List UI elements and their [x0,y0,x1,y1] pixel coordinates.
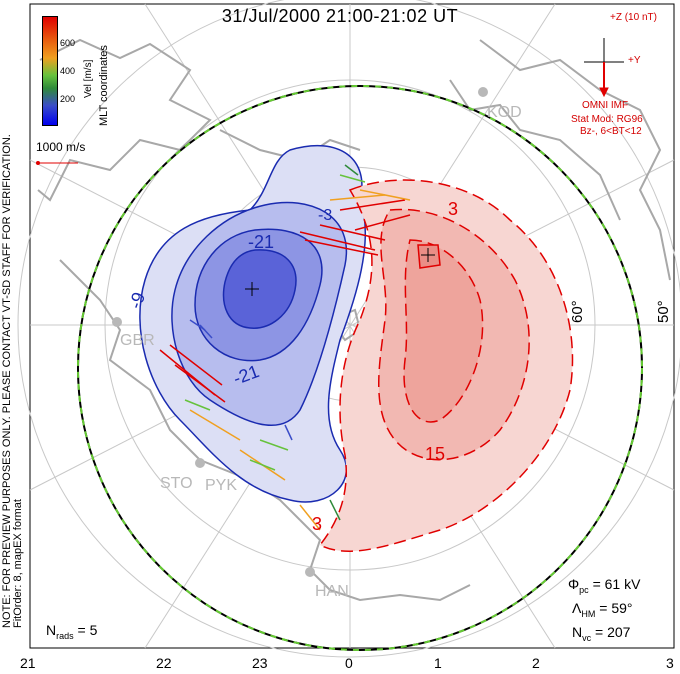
vector [354,214,411,231]
lat-circle-50 [17,0,680,658]
latitude-label: 60° [569,300,586,323]
coast-2 [479,39,671,281]
station-marker-gbr [112,317,122,327]
hm-boundary [77,85,643,651]
mlt-axis-label: 1 [434,655,442,671]
colorbar-axis-label: Vel [m/s] [83,59,94,98]
vector [339,174,366,183]
imf-z-label: +Z (10 nT) [610,12,657,23]
vector [339,199,406,211]
map-title: 31/Jul/2000 21:00-21:02 UT [221,6,459,26]
imf-arrow-icon [599,87,609,98]
coast-5 [299,519,471,602]
mlt-axis-label: 3 [666,655,674,671]
vector [184,399,211,411]
mlt-axis-label: 21 [20,655,36,671]
contour-label: 3 [448,199,458,219]
vector [249,459,276,471]
colorbar-tick: 200 [60,94,76,104]
contour-label: -9 [125,289,149,311]
lambda-hm-stat: ΛHM = 59° [572,600,633,619]
contour-pos-3 [403,239,484,423]
vector [304,239,379,256]
station-label: HAN [315,583,349,600]
vector-scale-label: 1000 m/s [36,140,86,154]
vector [344,164,359,176]
side-notes: NOTE: FOR PREVIEW PURPOSES ONLY. PLEASE … [1,134,24,628]
station-marker-sto [195,458,205,468]
coords-label: MLT coordinates [98,45,110,126]
mlt-axis-label: 2 [532,655,540,671]
vector [319,224,386,241]
vector [199,324,213,339]
coast-1 [37,38,212,202]
vector-scale-origin [36,161,40,165]
latitude-label: 50° [655,300,672,323]
negative-cell [139,144,367,503]
contour-label: -3 [318,207,332,224]
station-label: KOD [487,104,522,121]
imf-y-label: +Y [628,55,641,66]
meridian-d [29,159,675,491]
vector [299,231,376,251]
station-label: GBR [120,332,155,349]
stat-model-line2: Bz-, 6<BT<12 [580,126,642,137]
fit-order-note: FitOrder: 8, mapEX format [12,499,24,628]
mlt-axis-label: 23 [252,655,268,671]
vector [259,439,289,451]
station-marker-kod [478,87,488,97]
colorbar-tick: 400 [60,66,76,76]
stat-model-line1: Stat Mod: RG96 [571,114,643,125]
vector [169,344,223,386]
n-vc-stat: Nvc = 207 [572,624,631,643]
imf-source: OMNI IMF [582,100,629,111]
station-markers [112,87,488,577]
latitude-grid [17,0,680,658]
vector [284,424,293,441]
velocity-colorbar [42,16,58,126]
station-label: STO [160,475,193,492]
phi-pc-stat: Φpc = 61 kV [568,576,641,595]
station-marker-han [305,567,315,577]
contour-label: 3 [312,514,322,534]
velocity-vectors [159,164,411,531]
mlt-axis-label: 22 [156,655,172,671]
vector [329,194,386,201]
positive-cell [318,179,574,552]
mlt-axis-label: 0 [345,655,353,671]
contour-neg-4 [222,249,297,329]
contour-label: -21 [248,232,274,252]
vector [329,499,341,521]
contour-label: 15 [425,444,445,464]
vector [359,189,411,201]
map-frame [29,3,675,649]
imf-clock [584,38,624,98]
vector [299,504,321,531]
coast-3 [449,79,621,221]
vector [189,409,241,441]
station-label: PYK [205,477,237,494]
vector [174,364,226,403]
n-rads-stat: Nrads = 5 [46,622,98,641]
colorbar-tick: 600 [60,38,76,48]
contour-pos-4 [417,244,441,269]
